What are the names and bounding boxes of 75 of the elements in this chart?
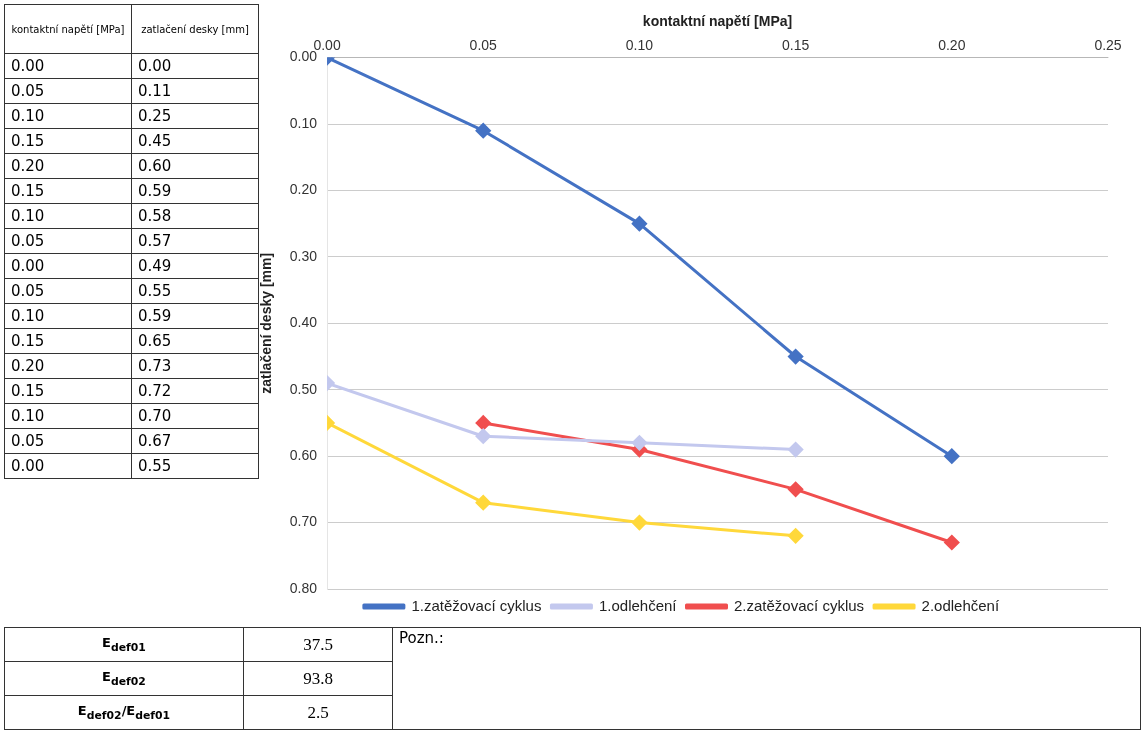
text: 0.67 (131, 428, 259, 454)
text: 0.55 (131, 453, 259, 479)
text: 0.05 (4, 228, 132, 254)
x-tick-label: 0.05 (469, 37, 498, 54)
text: E$_{def02}$ (4, 661, 244, 696)
text: 0.20 (4, 353, 132, 379)
text: 93.8 (243, 661, 393, 696)
x-tick-label: 0.15 (781, 37, 810, 54)
text: 0.25 (131, 103, 259, 129)
text: 0.00 (4, 253, 132, 279)
point (788, 481, 804, 497)
point (944, 535, 960, 550)
y-tick-label: 0.30 (289, 247, 318, 264)
text: 0.10 (4, 203, 132, 229)
text: 0.59 (131, 178, 259, 204)
text: 0.59 (131, 303, 259, 329)
text: 2.5 (243, 695, 393, 730)
point (788, 528, 804, 544)
point (631, 515, 647, 531)
legend-label: 1.zatěžovací cyklus (411, 596, 542, 614)
text: 0.11 (131, 78, 259, 104)
x-tick-label: 0.25 (1094, 37, 1122, 54)
text: 0.20 (4, 153, 132, 179)
y-tick-label: 0.20 (289, 181, 318, 198)
text: 0.05 (4, 78, 132, 104)
text: 0.55 (131, 278, 259, 304)
text: 0.49 (131, 253, 259, 279)
point (475, 495, 491, 511)
text: 0.05 (4, 428, 132, 454)
text: kontaktní napětí [MPa] (4, 4, 132, 54)
text: 0.00 (131, 53, 259, 79)
text: 37.5 (243, 627, 393, 662)
text: 0.00 (4, 453, 132, 479)
text: 0.45 (131, 128, 259, 154)
point (475, 415, 491, 431)
text: 0.73 (131, 353, 259, 379)
legend-label: 2.odlehčení (921, 596, 1000, 614)
text: zatlačení desky [mm] (131, 4, 259, 54)
text: 0.15 (4, 128, 132, 154)
y-tick-label: 0.60 (289, 447, 318, 464)
text: 0.65 (131, 328, 259, 354)
text: Pozn.: (392, 627, 1141, 730)
text: 0.60 (131, 153, 259, 179)
text: E$_{def02}$/E$_{def01}$ (4, 695, 244, 730)
y-tick-label: 0.40 (289, 314, 318, 331)
point (631, 216, 647, 232)
y-tick-label: 0.50 (289, 380, 318, 397)
legend-label: 2.zatěžovací cyklus (734, 596, 865, 614)
x-tick-label: 0.20 (938, 37, 966, 54)
text: 0.10 (4, 403, 132, 429)
point (475, 428, 491, 444)
text: 0.10 (4, 103, 132, 129)
y-tick-label: 0.70 (289, 513, 318, 530)
point (475, 123, 491, 139)
text: 0.72 (131, 378, 259, 404)
y-axis-title: zatlačení desky [mm] (258, 252, 275, 394)
point (944, 448, 960, 464)
point (788, 442, 804, 458)
legend-label: 1.odlehčení (598, 596, 678, 614)
text: 0.15 (4, 178, 132, 204)
text: 0.58 (131, 203, 259, 229)
point (788, 349, 804, 365)
y-tick-label: 0.10 (289, 114, 318, 131)
x-axis-title: kontaktní napětí [MPa] (642, 13, 793, 30)
text: E$_{def01}$ (4, 627, 244, 662)
text: 0.05 (4, 278, 132, 304)
text: 0.57 (131, 228, 259, 254)
text: 0.00 (4, 53, 132, 79)
point (631, 435, 647, 451)
text: 0.10 (4, 303, 132, 329)
text: 0.70 (131, 403, 259, 429)
text: 0.15 (4, 378, 132, 404)
x-tick-label: 0.10 (625, 37, 654, 54)
text: 0.15 (4, 328, 132, 354)
y-tick-label: 0.80 (289, 579, 318, 596)
